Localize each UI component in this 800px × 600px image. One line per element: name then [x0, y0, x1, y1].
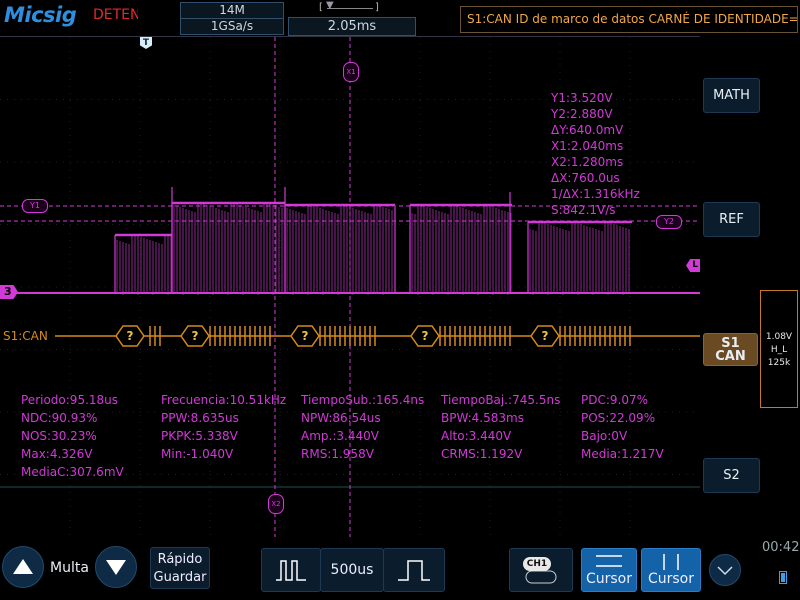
waveform-display[interactable]: ?????: [0, 36, 700, 537]
meas-pdc: PDC:9.07%: [581, 393, 649, 407]
waveform-canvas[interactable]: ?????: [0, 37, 700, 537]
can-frame-marker[interactable]: [530, 325, 560, 347]
run-stop-status[interactable]: DETENER: [93, 7, 138, 23]
cursor-inv-dx-value: 1/ΔX:1.316kHz: [551, 187, 640, 201]
cursor-y1-handle[interactable]: Y1: [22, 199, 48, 213]
memory-window-indicator: []: [319, 2, 379, 13]
channel-stack-icon: [525, 570, 557, 584]
ch3-waveform: [8, 187, 700, 295]
math-button[interactable]: MATH: [703, 78, 760, 113]
s2-button[interactable]: S2: [703, 458, 760, 493]
mode-label: Multa: [50, 560, 89, 576]
can-frame-unknown-label: ?: [127, 329, 134, 343]
quick-save-button[interactable]: Rápido Guardar: [150, 547, 210, 589]
cursor-dx-value: ΔX:760.0us: [551, 171, 620, 185]
decode-info-bar[interactable]: S1:CAN ID de marco de datos CARNÉ DE IDE…: [460, 6, 798, 33]
brand-logo: Micsig: [4, 3, 77, 27]
s1-baud-rate: 125k: [767, 358, 791, 368]
ch3-ground-marker[interactable]: 3: [0, 285, 18, 299]
sample-rate[interactable]: 1GSa/s: [180, 18, 284, 35]
meas-npw: NPW:86.54us: [301, 411, 381, 425]
can-bus-decode: ?????: [115, 325, 631, 347]
ch1-chip: CH1: [523, 557, 551, 571]
timebase-decrease-button[interactable]: [261, 548, 321, 592]
cursor-x2-handle[interactable]: X2: [268, 494, 284, 514]
s1-button-protocol: CAN: [715, 349, 746, 364]
ref-button[interactable]: REF: [703, 202, 760, 237]
cursor-x1-handle[interactable]: X1: [343, 62, 359, 82]
cursor-y2-value: Y2:2.880V: [551, 107, 613, 121]
horizontal-position[interactable]: 2.05ms: [288, 17, 416, 36]
cursor-dy-value: ΔY:640.0mV: [551, 123, 624, 137]
meas-cycle-mean: MediaC:307.6mV: [21, 465, 124, 479]
narrow-pulse-icon: [276, 560, 306, 581]
meas-amplitude: Amp.:3.440V: [301, 429, 379, 443]
quick-save-line2: Guardar: [153, 570, 207, 585]
can-frame-marker[interactable]: [115, 325, 145, 347]
horizontal-cursor-icon: [596, 555, 622, 567]
battery-icon: [779, 571, 787, 584]
trigger-level-marker[interactable]: L: [686, 259, 700, 272]
can-frame-unknown-label: ?: [192, 329, 199, 343]
cursor-b-label: Cursor: [647, 571, 695, 587]
s1-settings-panel[interactable]: 1.08V H_L 125k: [760, 290, 798, 408]
can-frame-unknown-label: ?: [422, 329, 429, 343]
meas-frequency: Frecuencia:10.51kHz: [161, 393, 287, 407]
vertical-cursor-button[interactable]: Cursor: [641, 548, 701, 592]
s1-bus-label: S1:CAN: [3, 329, 48, 343]
can-frame-marker[interactable]: [180, 325, 210, 347]
cursor-x2-value: X2:1.280ms: [551, 155, 624, 169]
meas-rms: RMS:1.958V: [301, 447, 374, 461]
meas-min: Min:-1.040V: [161, 447, 234, 461]
can-frame-unknown-label: ?: [302, 329, 309, 343]
meas-ppw: PPW:8.635us: [161, 411, 239, 425]
horizontal-cursor-button[interactable]: Cursor: [581, 548, 637, 592]
meas-rise-time: TiempoSub.:165.4ns: [301, 393, 425, 407]
cursor-x1-value: X1:2.040ms: [551, 139, 624, 153]
meas-ndc: NDC:90.93%: [21, 411, 98, 425]
meas-low: Bajo:0V: [581, 429, 628, 443]
can-frame-unknown-label: ?: [542, 329, 549, 343]
meas-nos: NOS:30.23%: [21, 429, 97, 443]
meas-pkpk: PKPK:5.338V: [161, 429, 238, 443]
meas-max: Max:4.326V: [21, 447, 93, 461]
s1-signal-type: H_L: [770, 345, 788, 355]
s1-button-label: S1: [721, 336, 740, 351]
memory-depth[interactable]: 14M: [180, 2, 284, 19]
clock: 00:42: [762, 540, 800, 555]
wide-pulse-icon: [398, 560, 430, 581]
cursor-slope-value: S:842.1V/s: [551, 203, 616, 217]
ch3-marker-label: 3: [4, 285, 12, 298]
vertical-cursor-icon: [663, 554, 679, 570]
can-frame-marker[interactable]: [410, 325, 440, 347]
trigger-time-marker[interactable]: T: [140, 37, 152, 49]
meas-fall-time: TiempoBaj.:745.5ns: [441, 393, 561, 407]
s1-button[interactable]: S1 CAN: [703, 333, 758, 366]
cursor-y2-handle[interactable]: Y2: [656, 215, 682, 229]
chevron-down-icon: [717, 566, 733, 576]
cursor-a-label: Cursor: [585, 571, 633, 587]
timebase-value[interactable]: 500us: [320, 548, 384, 592]
scale-up-button[interactable]: [2, 546, 44, 588]
meas-crms: CRMS:1.192V: [441, 447, 523, 461]
meas-high: Alto:3.440V: [441, 429, 512, 443]
meas-pos: POS:22.09%: [581, 411, 656, 425]
cursor-y1-value: Y1:3.520V: [551, 91, 613, 105]
s1-threshold: 1.08V: [765, 332, 793, 342]
scale-down-button[interactable]: [95, 546, 137, 588]
meas-period: Periodo:95.18us: [21, 393, 119, 407]
trigger-position-icon: ▼: [326, 0, 334, 11]
triangle-down-icon: [106, 560, 126, 575]
timebase-increase-button[interactable]: [383, 548, 445, 592]
can-frame-marker[interactable]: [290, 325, 320, 347]
quick-save-line1: Rápido: [157, 552, 203, 567]
more-menu-button[interactable]: [709, 554, 741, 586]
meas-mean: Media:1.217V: [581, 447, 664, 461]
meas-bpw: BPW:4.583ms: [441, 411, 524, 425]
triangle-up-icon: [13, 559, 33, 574]
